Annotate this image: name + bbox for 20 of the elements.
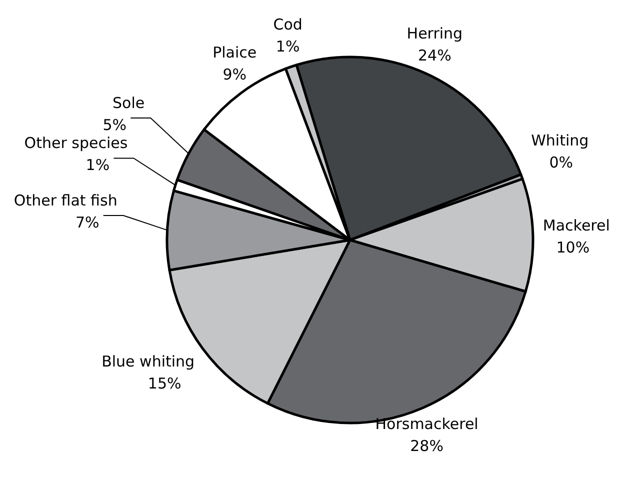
slice-label: Plaice [212, 43, 257, 62]
data-label: 15% [148, 374, 182, 392]
slice-label: Other flat fish [14, 191, 118, 210]
data-label: 10% [556, 238, 590, 257]
data-label: 7% [75, 213, 100, 232]
data-label: 1% [276, 37, 300, 56]
data-label: 28% [410, 437, 444, 456]
slice-label: Other species [24, 134, 128, 152]
slice-label: Horsmackerel [375, 415, 478, 434]
slice-label: Mackerel [542, 216, 610, 235]
slice-label: Herring [406, 24, 463, 43]
data-label: 0% [549, 153, 573, 172]
slice-label: Whiting [531, 131, 589, 150]
slice-label: Sole [112, 94, 145, 112]
slice-label: Blue whiting [102, 352, 195, 370]
data-label: 1% [86, 156, 110, 174]
data-label: 5% [102, 116, 127, 134]
slice-label: Cod [273, 15, 302, 34]
data-label: 24% [418, 46, 452, 65]
data-label: 9% [222, 65, 246, 84]
